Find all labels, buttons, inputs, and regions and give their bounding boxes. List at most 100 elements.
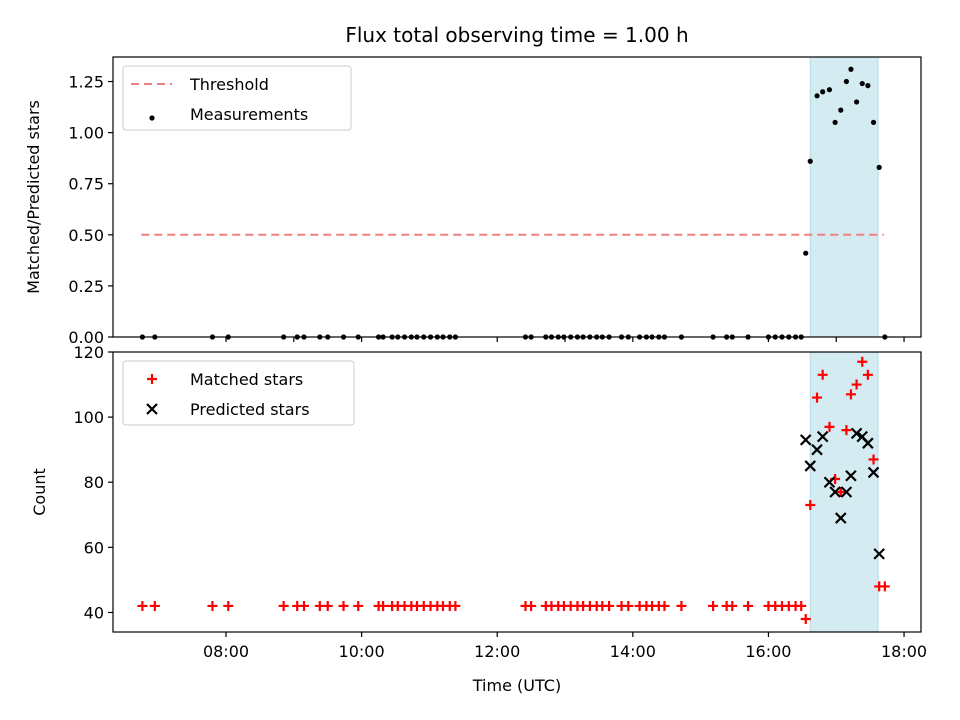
bottom-point-0-54	[796, 600, 807, 611]
top-point-0-60	[832, 119, 838, 126]
bottom-point-0-58	[817, 369, 828, 380]
bottom-point-0-0	[137, 600, 148, 611]
top-point-0-62	[843, 78, 850, 85]
bottom-point-0-61	[835, 487, 846, 497]
top-point-0-63	[848, 66, 854, 72]
bottom-legend: Matched stars Predicted stars	[122, 360, 355, 426]
bottom-point-0-66	[862, 369, 873, 380]
top-legend-label-0: Threshold	[189, 75, 269, 94]
bottom-point-0-36	[604, 600, 615, 611]
top-point-0-58	[820, 89, 826, 95]
bottom-plot-frame	[112, 351, 922, 633]
bottom-legend-swatch-1	[146, 403, 158, 415]
top-panel: 0.00 0.25 0.50 0.75 1.00 1.25 Matched/Predicte…	[24, 56, 922, 347]
bottom-point-1-6	[834, 512, 847, 524]
bottom-point-0-6	[298, 600, 309, 611]
top-y-axis-label: Matched/Predicted stars	[24, 100, 43, 294]
bottom-point-0-1	[149, 600, 160, 611]
top-point-0-64	[853, 99, 860, 105]
bottom-point-0-4	[278, 600, 289, 611]
top-y-tick-label-0: 0.00	[68, 328, 104, 347]
bottom-point-0-43	[659, 600, 670, 611]
bottom-point-0-47	[727, 600, 738, 611]
chart-title: Flux total observing time = 1.00 h	[345, 23, 688, 47]
top-legend-box	[122, 65, 352, 131]
bottom-point-1-0	[799, 434, 812, 446]
x-tick-label-1: 10:00	[339, 642, 385, 661]
bottom-point-0-23	[450, 600, 461, 611]
top-point-0-65	[859, 80, 865, 87]
bottom-point-0-63	[845, 389, 856, 400]
bottom-point-1-9	[850, 427, 863, 440]
top-legend-label-1: Measurements	[190, 105, 308, 124]
bottom-point-0-12	[378, 600, 389, 611]
series-predicted-stars	[799, 427, 885, 560]
bottom-point-0-38	[623, 600, 634, 611]
bottom-point-0-56	[805, 500, 816, 511]
bottom-panel: 40 60 80 100 120 08:00 10:00 12:00 14:00 16:00 18:…	[30, 343, 927, 661]
top-point-0-56	[807, 158, 813, 164]
top-y-tick-label-3: 0.75	[68, 175, 104, 194]
bottom-point-0-62	[841, 425, 852, 436]
bottom-point-0-2	[207, 600, 218, 611]
bottom-y-tick-label-4: 120	[73, 343, 104, 362]
bottom-point-1-7	[840, 486, 853, 498]
top-point-0-55	[803, 250, 809, 256]
bottom-point-0-8	[322, 600, 333, 611]
bottom-point-1-13	[873, 548, 885, 560]
bottom-point-0-25	[526, 600, 537, 611]
bottom-y-axis-label: Count	[30, 468, 49, 516]
top-legend: Threshold Measurements	[122, 65, 352, 131]
bottom-point-1-2	[811, 443, 823, 456]
x-axis-label: Time (UTC)	[472, 676, 561, 695]
bottom-y-tick-label-3: 100	[73, 408, 104, 427]
bottom-legend-swatch-0	[147, 374, 157, 384]
bottom-point-1-11	[862, 437, 874, 449]
x-tick-label-3: 14:00	[610, 642, 656, 661]
top-y-tick-label-1: 0.25	[68, 277, 104, 296]
top-point-0-68	[876, 164, 882, 170]
bottom-point-0-10	[353, 600, 364, 611]
bottom-legend-label-1: Predicted stars	[190, 400, 310, 419]
x-tick-label-5: 18:00	[881, 642, 927, 661]
bottom-point-0-55	[800, 613, 811, 624]
top-point-0-67	[870, 119, 877, 126]
bottom-point-0-57	[812, 392, 823, 403]
x-tick-label-2: 12:00	[474, 642, 520, 661]
bottom-point-0-45	[708, 600, 719, 611]
bottom-point-1-12	[867, 466, 880, 479]
bottom-point-0-44	[676, 600, 687, 611]
bottom-point-0-69	[879, 581, 890, 592]
bottom-point-0-64	[851, 379, 862, 390]
top-plot-frame	[112, 56, 922, 338]
bottom-y-tick-label-0: 40	[84, 603, 104, 622]
top-point-0-59	[826, 87, 833, 93]
bottom-point-0-3	[223, 600, 234, 611]
bottom-point-1-1	[804, 460, 817, 472]
top-legend-swatch-1	[149, 115, 155, 121]
bottom-legend-box	[122, 360, 355, 426]
bottom-y-tick-label-2: 80	[84, 473, 104, 492]
bottom-point-0-9	[338, 600, 349, 611]
bottom-point-0-59	[824, 421, 835, 432]
bottom-point-0-67	[868, 454, 879, 465]
bottom-point-1-3	[816, 430, 829, 443]
bottom-point-0-65	[857, 356, 868, 367]
x-tick-label-0: 08:00	[203, 642, 249, 661]
bottom-legend-label-0: Matched stars	[190, 370, 303, 389]
top-point-0-61	[838, 107, 844, 113]
bottom-y-tick-label-1: 60	[84, 538, 104, 557]
bottom-point-1-5	[829, 486, 841, 498]
top-point-0-57	[814, 93, 820, 99]
series-matched-stars	[137, 356, 890, 624]
bottom-point-1-4	[823, 476, 836, 489]
top-highlight-region	[809, 56, 879, 338]
top-y-tick-label-2: 0.50	[68, 226, 104, 245]
top-y-tick-label-4: 1.00	[68, 124, 104, 143]
bottom-point-0-48	[743, 600, 754, 611]
top-y-tick-label-5: 1.25	[68, 73, 104, 92]
bottom-point-1-8	[845, 469, 857, 482]
x-tick-label-4: 16:00	[745, 642, 791, 661]
top-point-0-66	[865, 83, 871, 89]
